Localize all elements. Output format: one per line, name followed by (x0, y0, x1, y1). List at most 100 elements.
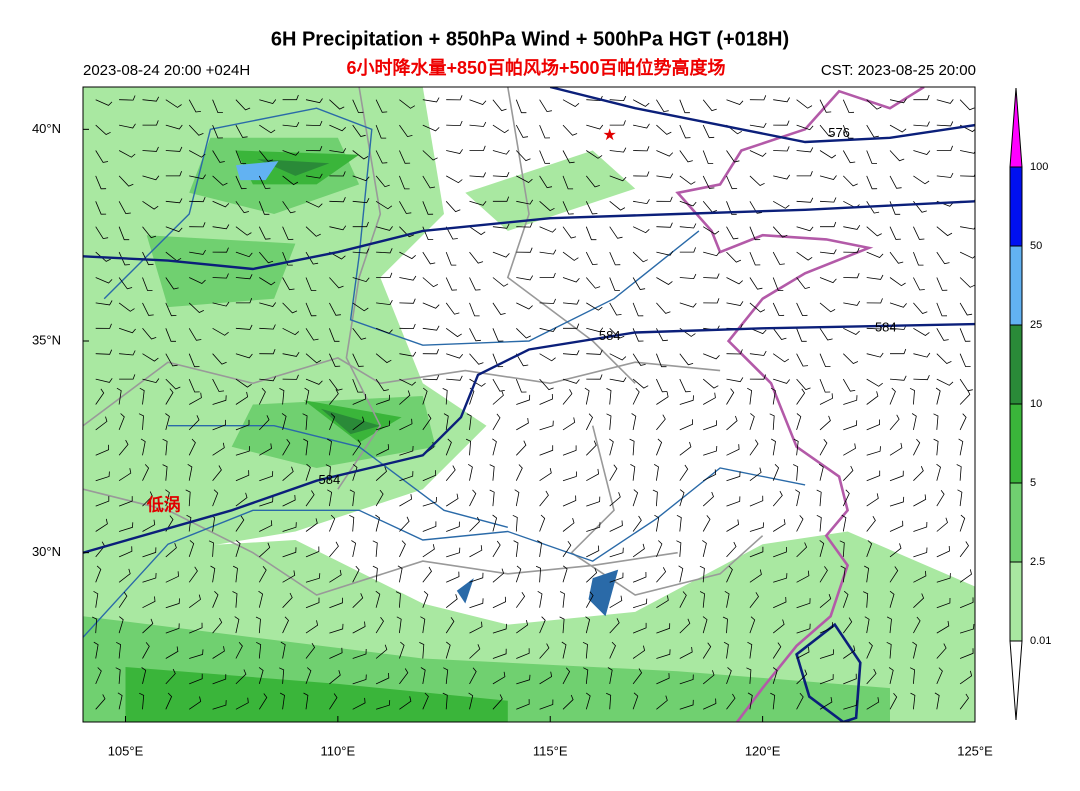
wind-barb (235, 274, 253, 280)
wind-barb (913, 175, 930, 185)
wind-barb (656, 673, 670, 685)
wind-barb (165, 277, 179, 290)
wind-barb (327, 489, 333, 507)
wind-barb (633, 199, 650, 205)
wind-barb (372, 565, 378, 583)
wind-barb (399, 471, 414, 482)
wind-barb (212, 99, 223, 114)
colorbar-label: 2.5 (1030, 556, 1045, 568)
title-cn: 6小时降水量+850百帕风场+500百帕位势高度场 (346, 57, 725, 78)
wind-barb (913, 150, 931, 155)
wind-barb (535, 565, 542, 583)
wind-barb (818, 463, 824, 481)
wind-barb (819, 150, 837, 159)
wind-barb (843, 673, 857, 685)
wind-barb (118, 327, 136, 334)
wind-barb (819, 393, 833, 405)
wind-barb (889, 201, 901, 215)
wind-barb (352, 353, 364, 367)
wind-barb (119, 350, 136, 356)
wind-barb (726, 415, 738, 431)
wind-barb (749, 277, 763, 290)
wind-barb (422, 175, 436, 189)
wind-barb (329, 693, 338, 710)
wind-barb (843, 465, 854, 481)
wind-barb (562, 667, 571, 685)
wind-barb (349, 514, 355, 532)
wind-barb (142, 464, 150, 481)
wind-barb (749, 251, 761, 266)
wind-barb (819, 353, 831, 368)
wind-barb (633, 123, 650, 129)
wind-barb (93, 590, 99, 608)
hgt-contour (549, 87, 975, 144)
wind-barb (632, 543, 645, 558)
wind-barb (422, 201, 434, 215)
wind-barb (212, 301, 230, 307)
wind-barb (212, 465, 222, 481)
wind-barb (562, 445, 577, 456)
wind-barb (726, 565, 733, 583)
wind-barb (165, 571, 179, 583)
wind-barb (539, 699, 554, 710)
wind-barb (842, 617, 853, 634)
wind-barb (516, 222, 533, 228)
wind-barb (375, 616, 384, 634)
wind-barb (118, 568, 131, 583)
wind-barb (118, 226, 130, 241)
wind-barb (889, 566, 899, 583)
wind-barb (446, 375, 463, 381)
lat-tick-label: 35°N (32, 332, 61, 347)
wind-barb (516, 302, 533, 310)
wind-barb (749, 374, 767, 380)
wind-barb (492, 99, 507, 112)
wind-barb (395, 591, 401, 608)
wind-barb (305, 642, 316, 659)
wind-barb (422, 521, 437, 532)
wind-barb (422, 325, 440, 331)
wind-barb (889, 692, 898, 710)
wind-barb (492, 223, 510, 229)
wind-barb (656, 391, 669, 405)
wind-barb (234, 616, 240, 634)
wind-barb (142, 120, 159, 126)
wind-barb (422, 470, 437, 482)
wind-barb (116, 641, 122, 659)
wind-barb (329, 197, 346, 203)
wind-barb (586, 374, 603, 380)
wind-barb (819, 328, 833, 341)
wind-barb (118, 150, 136, 158)
wind-barb (375, 200, 393, 210)
wind-barb (911, 413, 917, 430)
wind-barb (889, 496, 905, 507)
wind-barb (586, 150, 603, 159)
wind-barb (188, 99, 201, 113)
wind-barb (329, 389, 339, 405)
wind-barb (819, 249, 837, 255)
wind-barb (422, 387, 428, 405)
wind-barb (726, 388, 735, 405)
wind-barb (396, 616, 402, 634)
wind-barb (212, 273, 229, 279)
wind-barb (562, 175, 574, 190)
wind-barb (632, 226, 650, 234)
wind-barb (443, 413, 449, 430)
wind-barb (909, 387, 915, 405)
wind-barb (582, 641, 588, 659)
wind-barb (422, 566, 432, 583)
wind-barb (95, 124, 111, 135)
wind-barb (212, 700, 227, 710)
wind-barb (235, 419, 250, 431)
wind-barb (469, 621, 483, 634)
hgt-contour (83, 322, 975, 554)
wind-barb (726, 150, 740, 163)
wind-barb (773, 378, 791, 384)
colorbar-segment (1009, 561, 1023, 642)
wind-barb (773, 174, 791, 180)
wind-barb (842, 590, 849, 608)
wind-barb (142, 277, 153, 291)
wind-barb (561, 641, 567, 659)
wind-barb (446, 95, 463, 101)
colorbar-label: 50 (1030, 240, 1042, 252)
wind-barb (399, 124, 413, 138)
